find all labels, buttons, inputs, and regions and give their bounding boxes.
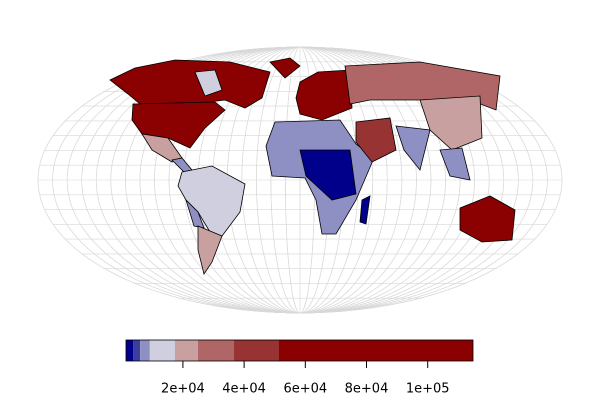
countries: [109, 57, 516, 275]
tick-label: 6e+04: [283, 382, 327, 397]
tick-label: 2e+04: [161, 382, 205, 397]
colorbar-bin: [149, 340, 175, 361]
country: [395, 125, 431, 171]
country: [359, 195, 371, 225]
country: [194, 69, 223, 97]
tick-label: 4e+04: [222, 382, 266, 397]
colorbar: 2e+04 4e+04 6e+04 8e+04 1e+05: [125, 339, 474, 397]
country: [197, 225, 223, 275]
country: [109, 59, 271, 109]
country: [295, 69, 353, 121]
country: [439, 147, 471, 181]
colorbar-frame: [125, 339, 474, 362]
colorbar-bin: [278, 340, 473, 361]
country: [459, 195, 516, 243]
country: [355, 117, 397, 163]
colorbar-bin: [126, 340, 134, 361]
colorbar-bin: [140, 340, 150, 361]
tick-label: 1e+05: [406, 382, 450, 397]
colorbar-bin: [197, 340, 235, 361]
country: [185, 199, 205, 229]
tick-label: 8e+04: [345, 382, 389, 397]
colorbar-bin: [133, 340, 141, 361]
country: [131, 101, 226, 149]
country: [419, 95, 483, 151]
colorbar-bin: [234, 340, 279, 361]
colorbar-bin: [174, 340, 198, 361]
country: [269, 57, 301, 79]
country: [299, 149, 357, 201]
country: [177, 165, 246, 237]
